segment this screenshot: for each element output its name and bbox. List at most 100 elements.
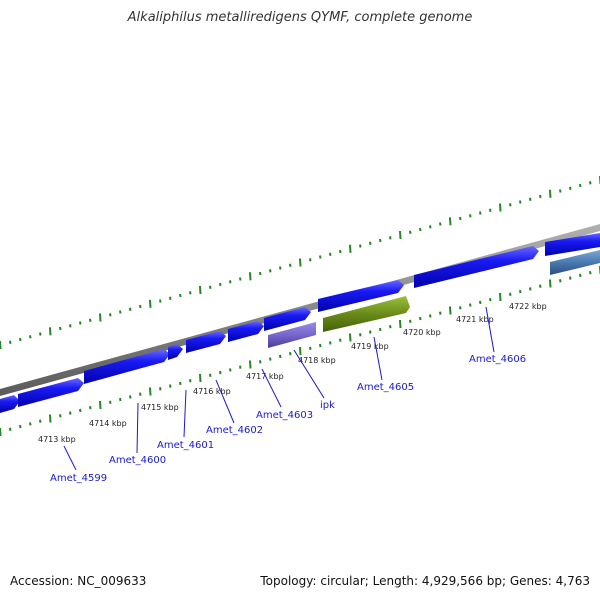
kbp-label: 4718 kbp (298, 356, 336, 365)
gene-label-leaders (63, 306, 495, 471)
minor-tick (39, 332, 42, 336)
gene-arrow[interactable] (545, 233, 600, 256)
gene-labels: Amet_4599 Amet_4600 Amet_4601 Amet_4602 … (50, 354, 526, 484)
minor-tick (189, 291, 192, 295)
minor-tick (379, 327, 382, 332)
gene-label[interactable]: ipk (320, 400, 335, 411)
minor-tick (79, 321, 82, 325)
minor-tick (479, 211, 482, 215)
minor-tick (319, 343, 322, 348)
major-tick (349, 244, 352, 253)
gene-arrow[interactable] (84, 349, 170, 384)
gene-arrow[interactable] (228, 321, 264, 342)
gene-label[interactable]: Amet_4603 (256, 410, 313, 421)
minor-tick (419, 316, 422, 321)
major-tick (49, 327, 52, 336)
kbp-label: 4721 kbp (456, 315, 494, 324)
gene-ipk-arrow[interactable] (268, 322, 316, 348)
minor-tick (169, 296, 172, 300)
minor-tick (379, 238, 382, 243)
minor-tick (159, 299, 162, 303)
gene-arrow[interactable] (186, 331, 226, 353)
kbp-label: 4715 kbp (141, 403, 179, 412)
minor-tick (579, 273, 582, 278)
minor-tick (589, 271, 592, 275)
gene-label[interactable]: Amet_4599 (50, 473, 107, 484)
minor-tick (569, 276, 572, 280)
minor-tick (339, 338, 342, 342)
major-tick (0, 427, 2, 437)
minor-tick (529, 197, 532, 201)
inner-tick-ring (0, 266, 600, 437)
gene-arrow[interactable] (318, 280, 404, 312)
outer-tick-ring (0, 176, 600, 350)
minor-tick (469, 303, 472, 307)
map-title: Alkaliphilus metalliredigens QYMF, compl… (127, 10, 473, 25)
accession-text: Accession: NC_009633 (10, 574, 147, 588)
minor-tick (439, 222, 442, 226)
gene-amet-4605-arrow[interactable] (323, 296, 410, 332)
minor-tick (119, 310, 122, 314)
minor-tick (179, 381, 182, 386)
major-tick (0, 340, 2, 350)
minor-tick (279, 354, 282, 359)
leader-line (293, 349, 325, 399)
gene-arrow[interactable] (414, 246, 539, 288)
minor-tick (109, 400, 112, 404)
kbp-label: 4719 kbp (351, 342, 389, 351)
major-tick (99, 400, 102, 410)
minor-tick (419, 227, 422, 232)
minor-tick (239, 365, 242, 369)
genome-summary-text: Topology: circular; Length: 4,929,566 bp… (260, 574, 590, 588)
major-tick (299, 258, 302, 267)
minor-tick (289, 263, 292, 267)
minor-tick (329, 252, 332, 256)
leader-line (485, 306, 495, 353)
minor-tick (309, 258, 312, 262)
minor-tick (209, 285, 212, 289)
major-tick (199, 285, 202, 295)
major-tick (549, 279, 552, 288)
minor-tick (139, 392, 142, 396)
minor-tick (479, 300, 482, 305)
minor-tick (29, 335, 32, 339)
minor-tick (59, 414, 62, 418)
gene-label[interactable]: Amet_4601 (157, 440, 214, 451)
minor-tick (359, 333, 362, 337)
minor-tick (279, 266, 282, 270)
gene-arrow[interactable] (264, 307, 311, 331)
minor-tick (59, 326, 62, 331)
minor-tick (79, 408, 82, 413)
major-tick (349, 333, 352, 342)
minor-tick (229, 368, 232, 372)
minor-tick (219, 282, 222, 287)
kbp-label: 4717 kbp (246, 372, 284, 381)
gene-arrow[interactable] (0, 395, 20, 413)
major-tick (99, 313, 102, 322)
minor-tick (179, 293, 182, 298)
minor-tick (29, 422, 32, 426)
minor-tick (269, 269, 272, 273)
gene-label[interactable]: Amet_4600 (109, 455, 166, 466)
kbp-label: 4716 kbp (193, 387, 231, 396)
minor-tick (229, 280, 232, 284)
minor-tick (369, 330, 372, 334)
gene-amet-4606-arrow[interactable] (550, 250, 600, 275)
minor-tick (269, 357, 272, 361)
leader-line (183, 389, 187, 438)
minor-tick (589, 181, 592, 185)
minor-tick (19, 424, 22, 429)
major-tick (449, 217, 452, 226)
minor-tick (389, 325, 392, 329)
minor-tick (429, 314, 432, 318)
gene-label[interactable]: Amet_4605 (357, 382, 414, 393)
minor-tick (489, 298, 492, 302)
gene-label[interactable]: Amet_4606 (469, 354, 526, 365)
minor-tick (439, 311, 442, 315)
gene-arrow[interactable] (18, 378, 84, 407)
major-tick (199, 373, 202, 383)
gene-label[interactable]: Amet_4602 (206, 425, 263, 436)
minor-tick (429, 225, 432, 229)
gene-arrow[interactable] (168, 344, 183, 360)
minor-tick (319, 255, 322, 259)
